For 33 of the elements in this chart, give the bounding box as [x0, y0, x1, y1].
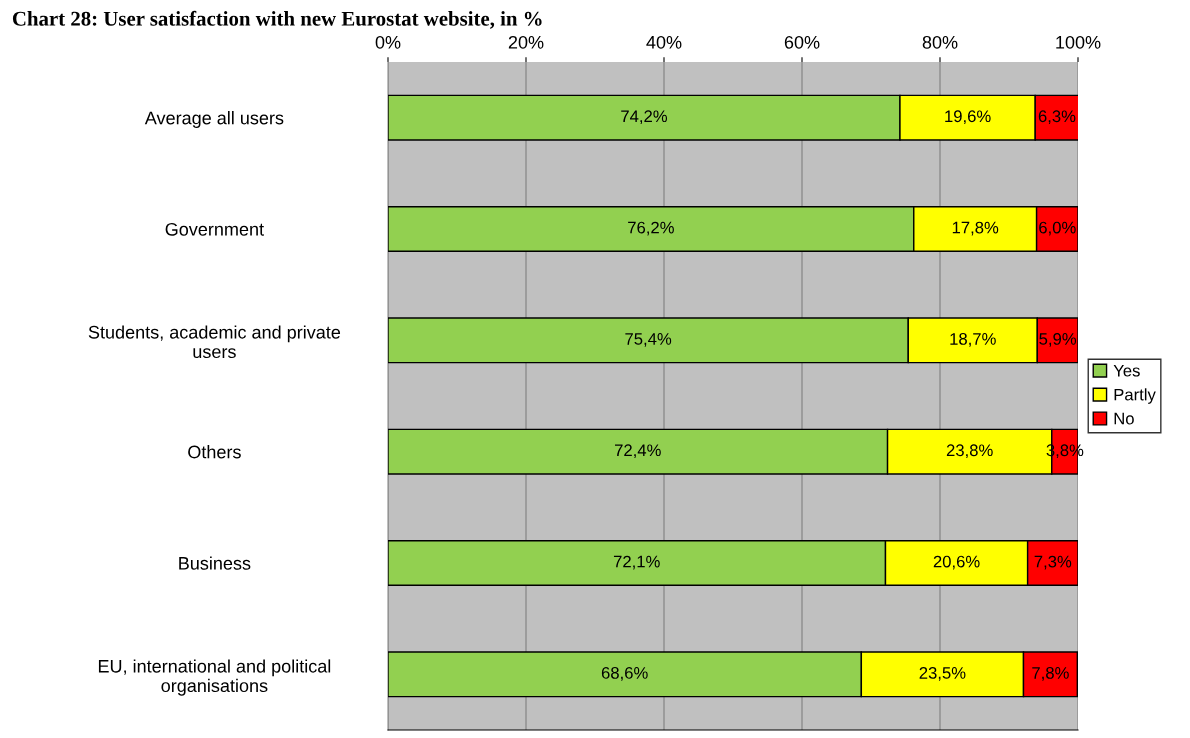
y-tick-label: Average all users: [144, 111, 284, 128]
data-label: 74,2%: [621, 110, 668, 125]
data-label: 7,3%: [1034, 555, 1072, 570]
chart-title: Chart 28: User satisfaction with new Eurostat website, in %: [12, 10, 542, 29]
data-label: 76,2%: [628, 221, 674, 236]
x-tick-label: 100%: [1056, 35, 1101, 49]
data-label: 6,0%: [1039, 221, 1076, 236]
data-label: 20,6%: [933, 555, 980, 570]
data-label: 19,6%: [945, 110, 991, 125]
legend-label: Yes: [1113, 364, 1140, 377]
x-tick-label: 80%: [922, 35, 958, 49]
y-tick-label: Government: [165, 222, 264, 236]
x-tick-label: 20%: [508, 35, 544, 49]
y-tick-label: Others: [188, 445, 241, 459]
data-label: 7,8%: [1032, 667, 1069, 681]
x-tick-label: 40%: [646, 35, 682, 49]
x-tick-label: 0%: [375, 35, 401, 49]
y-tick-label: Students, academic and private users: [88, 325, 341, 359]
data-label: 72,1%: [613, 555, 660, 570]
data-label: 72,4%: [615, 444, 661, 459]
legend-label: Partly: [1114, 388, 1156, 404]
data-label: 75,4%: [625, 333, 672, 347]
legend-label: No: [1114, 412, 1134, 425]
y-tick-label: EU, international and political organisations: [98, 659, 331, 696]
data-label: 5,9%: [1039, 333, 1077, 347]
data-label: 18,7%: [950, 333, 996, 347]
y-tick-label: Business: [179, 556, 251, 570]
data-label: 23,5%: [919, 667, 966, 681]
data-label: 17,8%: [952, 221, 999, 236]
x-tick-label: 60%: [784, 35, 820, 49]
data-label: 6,3%: [1038, 110, 1076, 125]
data-label: 68,6%: [601, 667, 648, 681]
data-label: 23,8%: [946, 444, 993, 459]
